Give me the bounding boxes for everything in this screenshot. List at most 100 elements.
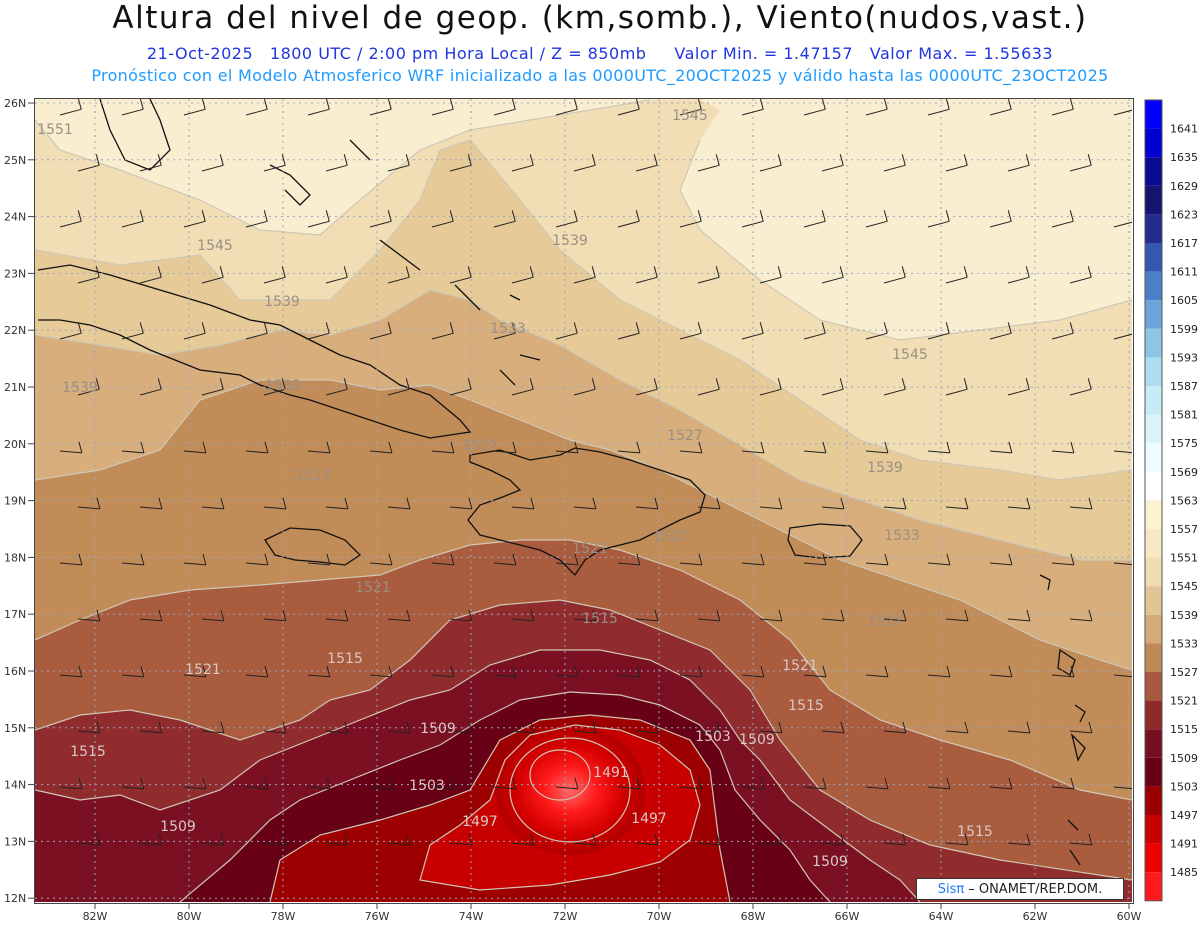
wind-barb-flag: [1088, 609, 1093, 622]
wind-barb: [139, 730, 162, 734]
wind-barb: [307, 450, 330, 454]
wind-barb: [387, 276, 410, 284]
wind-barb: [1069, 388, 1092, 396]
contour-label: 1509: [420, 721, 456, 737]
wind-barb: [679, 108, 702, 116]
wind-barb-flag: [840, 721, 845, 734]
wind-barb-flag: [1026, 721, 1031, 734]
wind-barb: [883, 276, 906, 284]
wind-barb-flag: [760, 777, 765, 790]
wind-barb: [617, 786, 640, 790]
wind-barb: [945, 388, 968, 396]
legend-label: 1641: [1170, 123, 1198, 136]
wind-barb: [803, 674, 826, 678]
wind-barb-flag: [592, 833, 597, 846]
wind-barb-flag: [778, 833, 783, 846]
legend-swatch: [1145, 843, 1162, 873]
wind-barb: [263, 506, 286, 510]
wind-barb-flag: [840, 833, 845, 846]
wind-barb: [307, 562, 330, 566]
wind-barb-flag: [326, 665, 331, 678]
wind-barb: [369, 332, 392, 340]
wind-barb-flag: [220, 497, 225, 510]
wind-barb: [555, 674, 578, 678]
wind-barb-flag: [406, 609, 411, 622]
wind-barb-flag: [945, 99, 950, 110]
lon-tick-label: 78W: [271, 910, 296, 923]
wind-barb-flag: [158, 497, 163, 510]
wind-barb: [511, 842, 534, 846]
wind-barb: [679, 332, 702, 340]
wind-barb-flag: [530, 721, 535, 734]
wind-barb: [387, 618, 410, 622]
wind-barb-flag: [635, 322, 640, 334]
wind-barb: [555, 220, 578, 228]
wind-barb-flag: [1070, 441, 1075, 454]
wind-barb: [449, 276, 472, 284]
wind-barb-flag: [574, 777, 579, 790]
wind-barb-flag: [512, 553, 517, 566]
wind-barb-flag: [530, 609, 535, 622]
wind-barb-flag: [883, 322, 888, 334]
wind-barb: [1113, 221, 1132, 228]
wind-barb: [1069, 618, 1092, 622]
wind-barb: [759, 276, 782, 284]
wind-barb: [325, 388, 348, 396]
wind-barb: [139, 388, 162, 396]
legend-swatch: [1145, 614, 1162, 644]
wind-barb-flag: [698, 441, 703, 454]
wind-barb-flag: [654, 721, 659, 734]
contour-label: 1533: [884, 528, 920, 544]
wind-barb: [1007, 388, 1030, 396]
legend-swatch: [1145, 672, 1162, 701]
wind-barb: [573, 388, 596, 396]
lon-tick-label: 74W: [459, 910, 484, 923]
legend-swatch: [1145, 128, 1162, 158]
wind-barb-flag: [883, 210, 888, 222]
wind-barb-flag: [530, 497, 535, 510]
wind-barb-flag: [653, 154, 658, 166]
wind-barb-flag: [450, 665, 455, 678]
wind-barb: [431, 220, 454, 228]
contour-label: 1497: [462, 814, 498, 830]
contour-label: 1545: [672, 108, 708, 124]
wind-barb: [59, 108, 82, 116]
wind-barb: [245, 108, 268, 116]
wind-barb: [77, 842, 100, 846]
wind-barb: [493, 450, 516, 454]
legend-label: 1527: [1170, 666, 1198, 679]
wind-barb-flag: [574, 665, 579, 678]
wind-barb: [1069, 164, 1092, 172]
wind-barb-flag: [759, 322, 764, 334]
wind-barb-flag: [388, 777, 393, 790]
wind-barb-flag: [574, 553, 579, 566]
wind-barb: [617, 562, 640, 566]
contour-label: 1539: [62, 380, 98, 396]
wind-barb-flag: [511, 210, 516, 222]
wind-barb: [245, 450, 268, 454]
wind-barb-flag: [759, 210, 764, 222]
wind-barb-flag: [78, 553, 83, 566]
legend-label: 1503: [1170, 780, 1198, 793]
band-core: [495, 725, 645, 855]
wind-barb-flag: [157, 378, 162, 390]
lat-tick-label: 25N: [4, 154, 26, 167]
wind-barb: [183, 786, 206, 790]
wind-barb: [201, 730, 224, 734]
wind-barb-flag: [715, 266, 720, 278]
wind-barb-flag: [1087, 266, 1092, 278]
wind-barb-flag: [964, 833, 969, 846]
wind-barb: [697, 842, 720, 846]
legend-swatch: [1145, 500, 1162, 529]
wind-barb-flag: [901, 266, 906, 278]
wind-barb-flag: [450, 553, 455, 566]
map-title: Altura del nivel de geop. (km,somb.), Vi…: [112, 0, 1088, 36]
wind-barb: [493, 562, 516, 566]
wind-barb: [493, 220, 516, 228]
wind-barb: [121, 220, 144, 228]
lon-tick-label: 62W: [1023, 910, 1048, 923]
wind-barb-flag: [716, 497, 721, 510]
wind-barb: [325, 506, 348, 510]
wind-barb: [183, 220, 206, 228]
